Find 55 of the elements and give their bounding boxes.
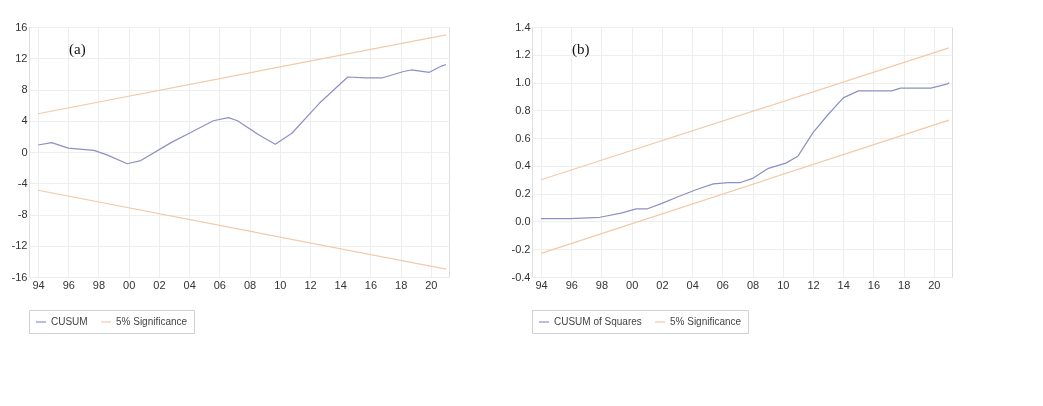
y-tick-label: -0.2 — [511, 242, 531, 255]
y-tick-label: -8 — [17, 208, 28, 220]
y-tick-label: 0.4 — [515, 159, 531, 172]
x-tick-label: 16 — [364, 278, 378, 291]
y-tick-label: 1.0 — [515, 76, 531, 89]
y-tick-label: 0.8 — [515, 103, 531, 116]
y-tick-label: 12 — [15, 51, 28, 64]
x-tick-label: 04 — [183, 278, 196, 291]
legend-label: 5% Significance — [116, 316, 188, 327]
y-tick-label: 0.2 — [515, 187, 531, 200]
x-tick-label: 14 — [837, 278, 850, 291]
x-tick-label: 94 — [32, 278, 45, 291]
x-tick-label: 12 — [304, 278, 317, 291]
y-tick-label: 0.0 — [515, 214, 531, 227]
y-tick-label: -16 — [11, 270, 28, 283]
y-tick-label: 0.6 — [515, 131, 531, 144]
x-tick-label: 98 — [595, 278, 609, 291]
x-tick-label: 08 — [243, 278, 257, 291]
x-tick-label: 18 — [898, 278, 911, 291]
x-tick-label: 16 — [867, 278, 881, 291]
line-series — [540, 81, 950, 220]
legend-label: CUSUM of Squares — [554, 316, 642, 327]
y-tick-label: 16 — [15, 20, 28, 33]
x-tick-label: 96 — [565, 278, 578, 291]
x-tick-label: 14 — [334, 278, 347, 291]
y-tick-label: 4 — [21, 114, 28, 127]
x-tick-label: 02 — [656, 278, 669, 291]
x-tick-label: 10 — [274, 278, 287, 291]
x-tick-label: 18 — [395, 278, 408, 291]
y-tick-label: 0 — [21, 145, 28, 158]
x-tick-label: 06 — [213, 278, 226, 291]
x-tick-label: 20 — [928, 278, 941, 291]
x-tick-label: 10 — [777, 278, 790, 291]
y-tick-label: -0.4 — [511, 270, 531, 283]
x-tick-label: 98 — [92, 278, 106, 291]
x-tick-label: 08 — [746, 278, 760, 291]
y-tick-label: 8 — [21, 83, 28, 95]
y-tick-label: -12 — [11, 239, 28, 252]
y-tick-label: 1.4 — [515, 20, 531, 33]
x-tick-label: 04 — [686, 278, 699, 291]
x-tick-label: 94 — [535, 278, 548, 291]
line-series — [37, 63, 447, 165]
x-tick-label: 96 — [62, 278, 75, 291]
annotation: (b) — [572, 41, 590, 58]
x-tick-label: 20 — [425, 278, 438, 291]
legend-label: CUSUM — [51, 316, 88, 327]
legend-label: 5% Significance — [670, 316, 742, 327]
y-tick-label: 1.2 — [515, 48, 531, 61]
x-tick-label: 02 — [153, 278, 166, 291]
annotation: (a) — [69, 41, 86, 58]
y-tick-label: -4 — [17, 176, 28, 189]
x-tick-label: 00 — [626, 278, 639, 291]
x-tick-label: 12 — [807, 278, 820, 291]
x-tick-label: 06 — [716, 278, 729, 291]
x-tick-label: 00 — [123, 278, 136, 291]
